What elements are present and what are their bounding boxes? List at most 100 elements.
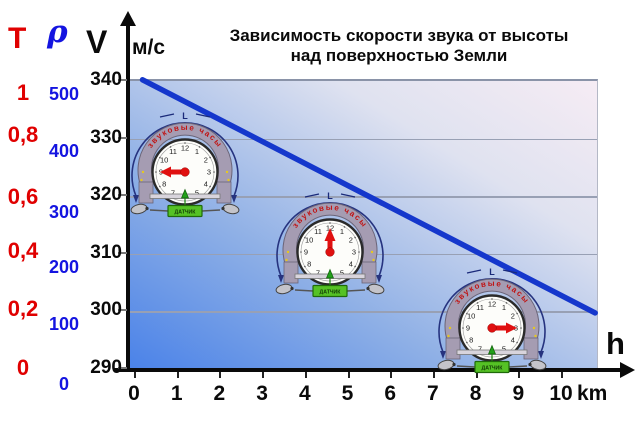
horn-icon [529,359,547,371]
arc-arrowhead-icon [278,275,284,283]
clock-numeral: 1 [502,303,506,312]
horn-icon [130,203,148,215]
density-tick-label: 500 [48,84,80,104]
clock-numeral: 10 [160,156,168,165]
arc-arrowhead-icon [133,195,139,203]
altitude-tick-label: 8 [469,382,482,405]
altitude-tick-label: 3 [256,382,268,405]
speed-axis-unit: м/с [132,36,166,59]
y-axis-tick [118,309,127,312]
clock-numeral: 12 [181,144,189,153]
y-axis-tick [118,194,127,197]
clock-numeral: 2 [511,312,515,321]
temperature-axis-label: T [8,22,27,55]
clock-numeral: 8 [162,180,166,189]
clock-hand-arrowhead-icon [324,228,336,241]
altitude-tick-label: 10 [549,382,573,405]
clock-numeral: 7 [316,268,320,277]
length-label: L [327,191,333,201]
length-label: L [182,111,188,121]
x-axis-tick [561,372,563,378]
clock-numeral: 9 [304,248,308,257]
altitude-tick-label: 6 [384,382,397,405]
horn-icon [275,283,293,295]
speed-tick-label: 340 [90,69,122,91]
chart-title-line2: над поверхностью Земли [290,46,508,65]
clock-numeral: 7 [171,188,175,197]
y-axis-tick [118,367,127,369]
temperature-tick-label: 0,2 [7,296,39,321]
x-axis-tick [219,372,222,378]
clock-numeral: 1 [195,147,199,156]
altitude-tick-label: 4 [298,382,311,405]
x-axis-tick [475,372,478,378]
altitude-tick-label: 5 [341,382,354,405]
altitude-tick-label: 2 [213,382,226,405]
y-axis-tick [118,79,127,82]
arc-arrowhead-icon [231,195,237,203]
clock-numeral: 11 [314,227,322,236]
clock-numeral: 9 [466,324,470,333]
horn-icon [222,203,240,215]
horn-icon [367,283,385,295]
speed-tick-label: 330 [90,126,122,148]
temperature-tick-label: 0,8 [7,122,39,147]
clock-hand-hub [325,247,335,257]
y-axis-arrow-icon [120,11,136,26]
altitude-tick-label: 1 [170,382,183,405]
clock-hand-arrowhead-icon [506,322,517,334]
x-axis-tick [262,372,265,378]
y-axis-line [126,24,130,372]
arc-arrowhead-icon [538,351,544,359]
arc-arrowhead-icon [440,351,446,359]
x-axis-tick [518,372,521,378]
sensor-label: ДАТЧИК [320,290,342,296]
clock-hand-arrowhead-icon [160,166,171,178]
length-label: L [489,267,495,277]
speed-tick-label: 300 [90,299,122,321]
x-axis-line [114,368,622,372]
density-tick-label: 300 [48,202,80,222]
clock-numeral: 4 [511,336,515,345]
temperature-tick-label: 0,4 [7,238,39,263]
clock-numeral: 4 [349,260,353,269]
temperature-tick-label: 0 [16,355,30,380]
altitude-axis-unit: km [577,382,608,405]
clock-numeral: 2 [349,236,353,245]
x-axis-tick [432,372,435,378]
speed-axis-label: V [86,24,108,60]
sensor-box [474,360,510,374]
x-axis-arrow-icon [620,362,635,378]
clock-numeral: 1 [340,227,344,236]
altitude-tick-label: 9 [512,382,525,405]
density-tick-label: 0 [58,374,69,394]
altitude-tick-label: 7 [427,382,439,405]
sensor-label: ДАТЧИК [482,366,504,372]
y-axis-tick [118,136,127,139]
clock-numeral: 5 [195,188,199,197]
y-axis-tick [118,251,127,254]
clock-numeral: 10 [305,236,313,245]
altitude-tick-label: 0 [128,382,140,405]
arc-arrowhead-icon [376,275,382,283]
sensor-label: ДАТЧИК [175,210,197,216]
sound-clock-illustration: L 123456789101112 звуковые часы ДАТЧИК [130,111,240,218]
clock-numeral: 8 [469,336,473,345]
speed-tick-label: 290 [90,357,122,378]
clock-numeral: 7 [478,344,482,353]
density-tick-label: 400 [48,141,80,161]
sensor-box [167,204,203,218]
altitude-axis-label: h [606,326,625,361]
clock-numeral: 10 [467,312,475,321]
speed-tick-label: 310 [90,241,122,263]
speed-tick-label: 320 [90,184,122,206]
density-axis-label: ρ [47,14,68,50]
clock-numeral: 5 [340,268,344,277]
x-axis-tick [304,372,307,378]
horn-icon [437,359,455,371]
x-axis-tick [176,372,179,378]
chart-title: Зависимость скорости звука от высоты над… [168,26,630,66]
clock-hand-hub [180,167,190,177]
clock-numeral: 8 [307,260,311,269]
clock-numeral: 4 [204,180,208,189]
